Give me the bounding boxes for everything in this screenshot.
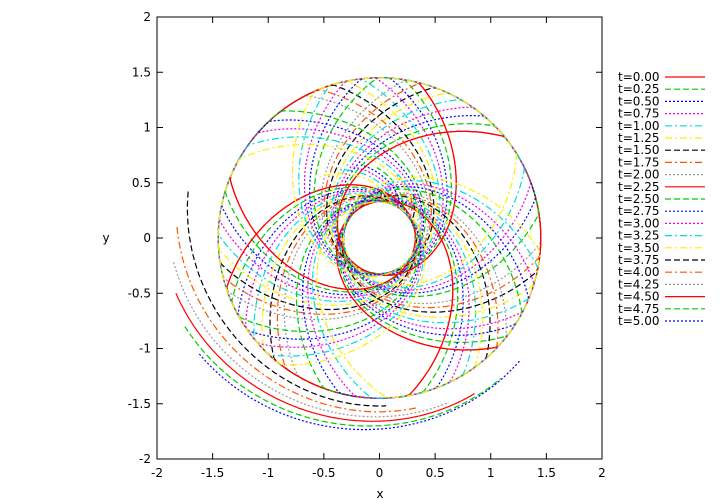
legend: t=0.00t=0.25t=0.50t=0.75t=1.00t=1.25t=1.… — [618, 70, 705, 328]
legend-label: t=3.50 — [618, 241, 659, 255]
legend-label: t=2.50 — [618, 192, 659, 206]
y-tick-label: -1 — [139, 342, 151, 356]
y-tick-label: -1.5 — [128, 397, 151, 411]
legend-label: t=1.00 — [618, 119, 659, 133]
legend-label: t=1.25 — [618, 131, 659, 145]
series-line-t=2.50 — [217, 77, 540, 399]
series-group — [173, 77, 542, 431]
legend-label: t=4.25 — [618, 277, 659, 291]
legend-label: t=1.75 — [618, 155, 659, 169]
x-tick-label: 2 — [598, 466, 606, 480]
x-tick-label: -1.5 — [201, 466, 224, 480]
x-tick-label: 0 — [376, 466, 384, 480]
y-tick-label: 0.5 — [132, 176, 151, 190]
x-tick-label: 0.5 — [426, 466, 445, 480]
legend-label: t=4.00 — [618, 265, 659, 279]
legend-label: t=2.25 — [618, 180, 659, 194]
series-line-t=3.75 — [186, 191, 387, 407]
legend-label: t=0.75 — [618, 107, 659, 121]
y-tick-label: 2 — [143, 10, 151, 24]
legend-label: t=0.25 — [618, 82, 659, 96]
legend-label: t=2.75 — [618, 204, 659, 218]
series-line-t=4.25 — [173, 262, 450, 418]
y-tick-label: -2 — [139, 452, 151, 466]
series-line-t=4.75 — [184, 326, 501, 427]
x-tick-label: -0.5 — [312, 466, 335, 480]
series-line-t=3.50 — [217, 77, 541, 399]
x-tick-label: 1.5 — [537, 466, 556, 480]
x-tick-label: 1 — [487, 466, 495, 480]
legend-label: t=0.00 — [618, 70, 659, 84]
series-line-t=3.25 — [217, 77, 538, 399]
series-line-t=5.00 — [198, 353, 521, 431]
legend-label: t=4.50 — [618, 290, 659, 304]
legend-label: t=2.00 — [618, 168, 659, 182]
legend-label: t=4.75 — [618, 302, 659, 316]
legend-label: t=0.50 — [618, 94, 659, 108]
y-tick-label: 0 — [143, 231, 151, 245]
axis-ticks: -2 -1.5 -1 -0.5 0 0.5 1 1.5 2 -2 -1.5 -1 -0.5 0 0.5 1 1.… — [128, 10, 606, 480]
series-line-t=2.25 — [226, 77, 542, 399]
legend-label: t=3.25 — [618, 229, 659, 243]
x-tick-label: -2 — [151, 466, 163, 480]
legend-label: t=5.00 — [618, 314, 659, 328]
legend-label: t=3.75 — [618, 253, 659, 267]
legend-label: t=1.50 — [618, 143, 659, 157]
series-line-t=1.50 — [217, 84, 542, 399]
y-tick-label: 1 — [143, 121, 151, 135]
y-tick-label: -0.5 — [128, 286, 151, 300]
y-tick-label: 1.5 — [132, 65, 151, 79]
x-tick-label: -1 — [262, 466, 274, 480]
x-axis-label: x — [376, 487, 383, 501]
series-line-t=4.00 — [176, 226, 419, 413]
series-line-t=0.75 — [218, 77, 542, 399]
y-axis-label: y — [102, 231, 109, 245]
series-line-t=4.50 — [175, 292, 475, 422]
legend-label: t=3.00 — [618, 216, 659, 230]
